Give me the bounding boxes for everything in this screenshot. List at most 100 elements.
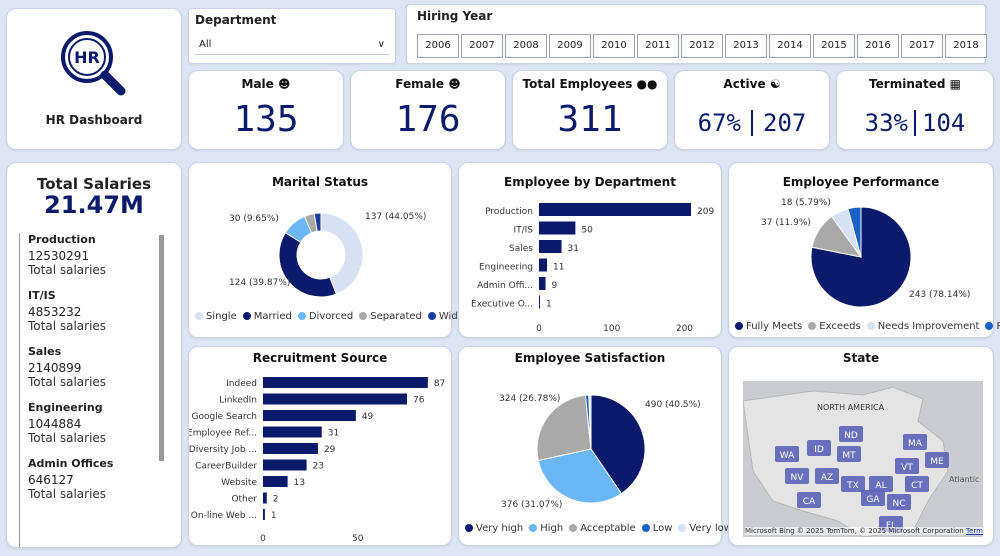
bar[interactable] [539, 277, 546, 290]
total-kpi: Total Employees ●● 311 [512, 70, 668, 150]
bar[interactable] [263, 459, 307, 471]
year-button-2014[interactable]: 2014 [769, 34, 811, 58]
year-button-2007[interactable]: 2007 [461, 34, 503, 58]
marital-title: Marital Status [271, 175, 369, 189]
state-marker-nv[interactable] [785, 468, 809, 484]
year-button-2008[interactable]: 2008 [505, 34, 547, 58]
department-label: Department [195, 13, 277, 27]
bar[interactable] [263, 476, 288, 487]
bar[interactable] [263, 492, 267, 504]
year-button-2009[interactable]: 2009 [549, 34, 591, 58]
salary-dept: Engineering [28, 401, 103, 414]
salaries-title: Total Salaries [36, 175, 152, 193]
year-button-2012[interactable]: 2012 [681, 34, 723, 58]
kpi-divider [914, 110, 916, 136]
male-kpi: Male ☻ 135 [188, 70, 344, 150]
state-marker-tx[interactable] [841, 476, 865, 492]
bar[interactable] [539, 240, 562, 253]
year-button-2006[interactable]: 2006 [417, 34, 459, 58]
legend-label[interactable]: Divorced [308, 311, 354, 322]
state-label: FL [886, 521, 896, 531]
perf-pie-chart[interactable]: 243 (78.14%) 37 (11.9%) 18 (5.79%) [729, 193, 995, 323]
legend-dot [866, 322, 875, 330]
bar[interactable] [263, 410, 356, 421]
year-button-2011[interactable]: 2011 [637, 34, 679, 58]
pie-slice-very-high[interactable] [590, 394, 646, 495]
pie-slice-single[interactable] [320, 212, 364, 295]
state-marker-az[interactable] [815, 468, 839, 484]
satisf-pie-chart[interactable]: 490 (40.5%) 376 (31.07%) 324 (26.78%) [459, 369, 723, 521]
recruit-bar-chart[interactable]: Indeed 87 LinkedIn 76 Google Search 49 Employe… [189, 367, 453, 547]
salary-value: 12530291 [28, 249, 90, 263]
pie-slice-widowed[interactable] [313, 212, 322, 232]
department-dropdown[interactable]: All ∨ [195, 35, 389, 55]
state-marker-ca[interactable] [797, 492, 821, 508]
pie-slice-high[interactable] [537, 448, 623, 504]
department-slicer: Department All ∨ [188, 8, 396, 64]
state-marker-ga[interactable] [861, 490, 885, 506]
chevron-down-icon: ∨ [377, 39, 385, 50]
marital-donut-chart[interactable]: 137 (44.05%) 124 (39.87%) 30 (9.65%) [189, 193, 453, 321]
terms-link[interactable]: Terms [965, 527, 983, 535]
legend-label[interactable]: Married [253, 311, 292, 322]
female-label: Female [395, 77, 444, 91]
state-marker-mt[interactable] [837, 446, 861, 462]
state-marker-ct[interactable] [905, 476, 929, 492]
year-button-2013[interactable]: 2013 [725, 34, 767, 58]
bar[interactable] [263, 377, 428, 388]
bar[interactable] [539, 295, 540, 309]
category-label: CareerBuilder [195, 462, 257, 472]
female-face-icon: ☻ [448, 77, 461, 91]
map-view[interactable]: WA ID ND MT MA ME NV AZ TX AL GA VT CT CA NC FL NORTH A… [743, 381, 983, 537]
bar[interactable] [263, 393, 407, 405]
legend-label[interactable]: Very high [476, 523, 524, 534]
state-marker-nc[interactable] [887, 494, 911, 510]
legend-label[interactable]: PIP [996, 321, 1000, 332]
x-tick-label: 200 [676, 324, 693, 334]
legend-label[interactable]: Fully Meets [746, 321, 803, 332]
legend-label[interactable]: Acceptable [580, 523, 636, 534]
pie-slice-acceptable[interactable] [536, 394, 592, 462]
category-label: On-line Web ... [191, 511, 257, 521]
year-button-2010[interactable]: 2010 [593, 34, 635, 58]
pie-slice-married[interactable] [278, 231, 337, 298]
state-marker-ma[interactable] [903, 434, 927, 450]
year-button-2017[interactable]: 2017 [901, 34, 943, 58]
bar[interactable] [263, 509, 265, 520]
pie-slice-pip[interactable] [847, 206, 862, 258]
scrollbar[interactable] [159, 235, 164, 461]
state-marker-id[interactable] [807, 440, 831, 456]
bar[interactable] [263, 443, 318, 454]
pie-slice-very-low[interactable] [588, 394, 592, 450]
legend-label[interactable]: High [540, 523, 564, 534]
legend-label[interactable]: Exceeds [819, 321, 861, 332]
category-label: Production [485, 207, 533, 217]
legend-label[interactable]: Separated [370, 311, 422, 322]
state-marker-wa[interactable] [775, 446, 799, 462]
year-button-2016[interactable]: 2016 [857, 34, 899, 58]
bar-value-label: 23 [313, 462, 324, 472]
legend-label[interactable]: Single [206, 311, 237, 322]
bar[interactable] [263, 426, 322, 438]
salaries-list[interactable]: Production 12530291 Total salaries IT/IS 485… [19, 233, 167, 547]
state-marker-al[interactable] [869, 476, 893, 492]
year-button-2018[interactable]: 2018 [945, 34, 987, 58]
salary-dept: Sales [28, 345, 62, 358]
state-label: MT [842, 451, 856, 461]
data-label: 124 (39.87%) [229, 278, 290, 288]
kpi-divider [751, 110, 753, 136]
legend-label[interactable]: Needs Improvement [877, 321, 980, 332]
terminated-pct: 33% [864, 109, 908, 137]
legend-label[interactable]: Very low [689, 523, 732, 534]
year-button-2015[interactable]: 2015 [813, 34, 855, 58]
data-label: 376 (31.07%) [501, 500, 562, 510]
salary-dept: Admin Offices [28, 457, 114, 470]
state-marker-nd[interactable] [839, 426, 863, 442]
bar[interactable] [539, 258, 547, 272]
bar[interactable] [539, 221, 576, 235]
legend-label[interactable]: Low [652, 523, 673, 534]
state-marker-vt[interactable] [895, 458, 919, 474]
bar[interactable] [539, 203, 691, 216]
state-marker-me[interactable] [925, 452, 949, 468]
